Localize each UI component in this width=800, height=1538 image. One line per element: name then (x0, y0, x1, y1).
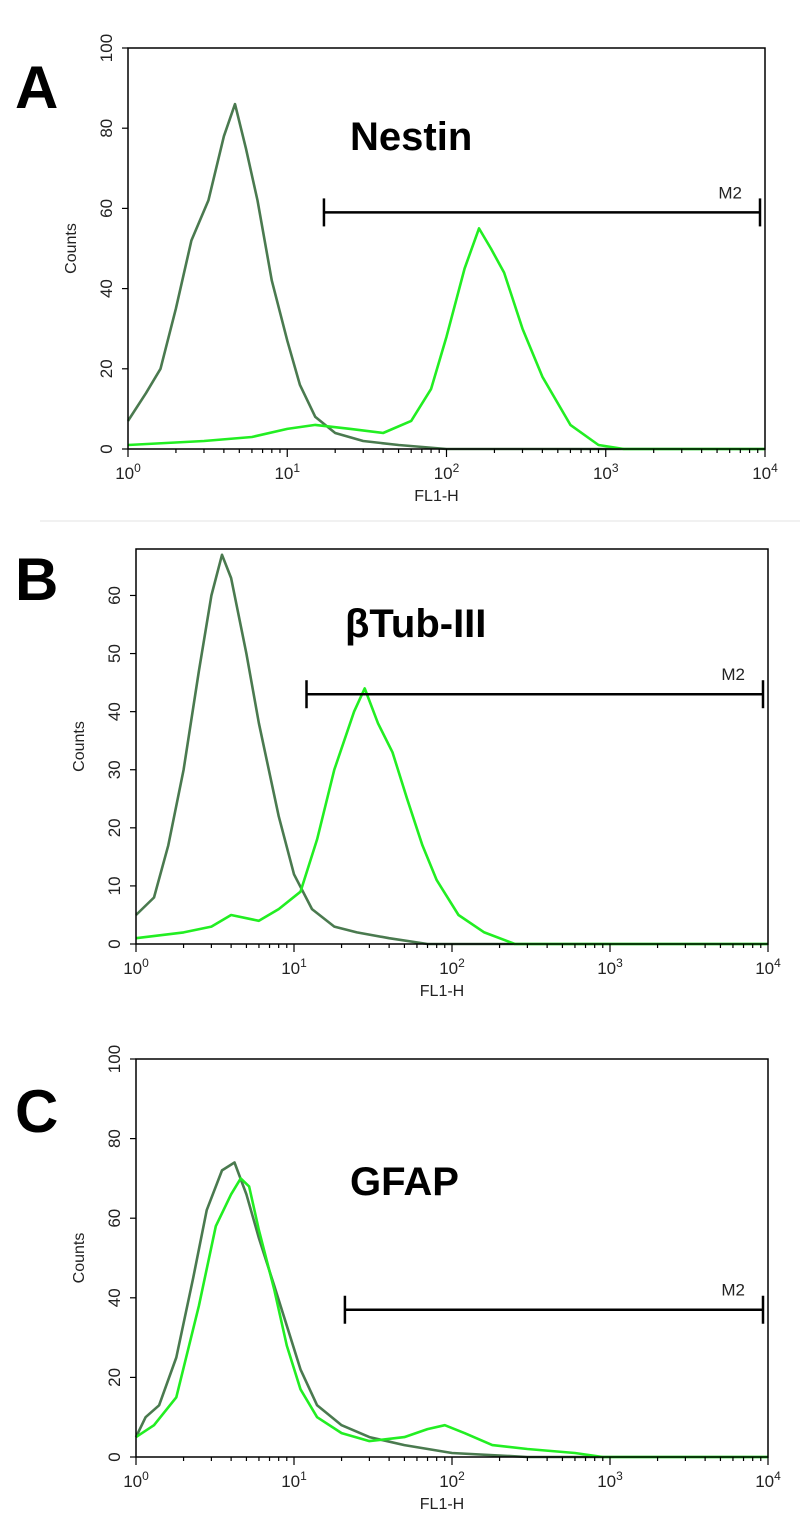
plot-frame (135, 1058, 769, 1458)
x-tick-base: 10 (752, 464, 771, 483)
x-tick-label: 102 (434, 461, 460, 483)
marker-title: Nestin (350, 115, 472, 159)
x-tick-label: 100 (123, 1469, 149, 1491)
y-tick-label: 20 (97, 359, 116, 378)
x-tick-exponent: 2 (458, 956, 465, 970)
y-axis-label: Counts (71, 1233, 88, 1284)
y-tick-label: 60 (105, 1209, 124, 1228)
x-tick-base: 10 (439, 959, 458, 978)
y-tick-label: 20 (105, 818, 124, 837)
x-tick-base: 10 (281, 959, 300, 978)
histogram-control (126, 102, 765, 451)
x-tick-exponent: 1 (300, 956, 307, 970)
y-tick-label: 10 (105, 876, 124, 895)
x-tick-exponent: 2 (458, 1469, 465, 1483)
x-axis-label: FL1-H (414, 488, 458, 505)
y-tick-label: 0 (105, 1452, 124, 1461)
x-tick-base: 10 (597, 1472, 616, 1491)
y-tick-label: 0 (105, 939, 124, 948)
y-tick-label: 20 (105, 1368, 124, 1387)
y-tick-label: 40 (105, 702, 124, 721)
panel-letter: C (15, 1078, 58, 1145)
x-tick-label: 101 (281, 1469, 307, 1491)
panel-letter: B (15, 546, 58, 613)
x-tick-label: 100 (123, 956, 149, 978)
x-tick-exponent: 0 (142, 956, 149, 970)
x-tick-label: 102 (439, 956, 465, 978)
x-tick-label: 100 (115, 461, 141, 483)
y-tick-label: 30 (105, 760, 124, 779)
x-tick-exponent: 4 (774, 1469, 781, 1483)
y-tick-label: 80 (105, 1129, 124, 1148)
x-tick-base: 10 (281, 1472, 300, 1491)
x-tick-label: 104 (752, 461, 778, 483)
x-tick-exponent: 1 (293, 461, 300, 475)
histogram-stained (127, 227, 765, 451)
x-tick-exponent: 3 (616, 956, 623, 970)
marker-title: βTub-III (345, 602, 486, 646)
x-tick-base: 10 (434, 464, 453, 483)
x-tick-label: 103 (597, 956, 623, 978)
x-tick-exponent: 3 (612, 461, 619, 475)
x-tick-exponent: 0 (142, 1469, 149, 1483)
x-tick-base: 10 (115, 464, 134, 483)
x-tick-exponent: 4 (771, 461, 778, 475)
gate-label: M2 (718, 183, 742, 202)
y-tick-label: 100 (105, 1045, 124, 1073)
x-tick-label: 101 (274, 461, 300, 483)
y-tick-label: 80 (97, 119, 116, 138)
x-tick-exponent: 2 (453, 461, 460, 475)
histogram-stained (135, 687, 768, 946)
gate-label: M2 (721, 1281, 745, 1300)
y-tick-label: 50 (105, 644, 124, 663)
x-tick-exponent: 1 (300, 1469, 307, 1483)
x-axis-label: FL1-H (420, 983, 464, 1000)
x-tick-label: 101 (281, 956, 307, 978)
x-tick-base: 10 (123, 959, 142, 978)
x-tick-exponent: 0 (134, 461, 141, 475)
y-tick-label: 60 (97, 199, 116, 218)
y-tick-label: 100 (97, 34, 116, 62)
x-tick-base: 10 (755, 1472, 774, 1491)
gate-m2: M2 (305, 665, 765, 709)
x-tick-exponent: 3 (616, 1469, 623, 1483)
x-tick-base: 10 (123, 1472, 142, 1491)
histogram-control (135, 553, 768, 946)
x-tick-base: 10 (274, 464, 293, 483)
x-tick-label: 103 (593, 461, 619, 483)
x-tick-base: 10 (597, 959, 616, 978)
x-tick-base: 10 (593, 464, 612, 483)
plot-frame (127, 47, 766, 450)
x-tick-label: 104 (755, 956, 781, 978)
y-tick-label: 0 (97, 444, 116, 453)
y-axis-label: Counts (63, 223, 80, 274)
histogram-stained (135, 1177, 768, 1459)
y-tick-label: 60 (105, 586, 124, 605)
gate-m2: M2 (343, 1281, 765, 1324)
panel-letter: A (15, 54, 58, 121)
marker-title: GFAP (350, 1160, 459, 1204)
gate-label: M2 (721, 665, 745, 684)
x-tick-base: 10 (439, 1472, 458, 1491)
x-tick-label: 103 (597, 1469, 623, 1491)
x-tick-exponent: 4 (774, 956, 781, 970)
x-tick-label: 104 (755, 1469, 781, 1491)
y-tick-label: 40 (105, 1288, 124, 1307)
gate-m2: M2 (322, 183, 762, 227)
x-tick-base: 10 (755, 959, 774, 978)
y-tick-label: 40 (97, 279, 116, 298)
y-axis-label: Counts (71, 721, 88, 772)
x-axis-label: FL1-H (420, 1496, 464, 1513)
x-tick-label: 102 (439, 1469, 465, 1491)
